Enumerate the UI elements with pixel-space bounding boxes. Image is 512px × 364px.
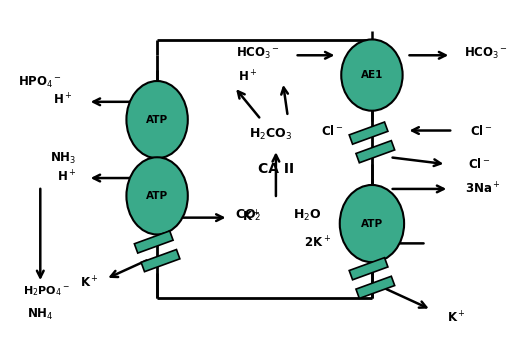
Ellipse shape [126,81,188,158]
Text: HCO$_3$$^-$: HCO$_3$$^-$ [464,46,508,61]
FancyBboxPatch shape [356,141,395,163]
Text: HCO$_3$$^-$: HCO$_3$$^-$ [236,46,280,61]
Text: Cl$^-$: Cl$^-$ [470,123,492,138]
Text: 3Na$^+$: 3Na$^+$ [465,181,501,197]
Text: H$_2$O: H$_2$O [293,208,322,223]
Text: H$^+$: H$^+$ [53,92,73,107]
Text: 2K$^+$: 2K$^+$ [304,236,331,251]
Ellipse shape [126,157,188,234]
Text: H$_2$CO$_3$: H$_2$CO$_3$ [249,127,293,142]
Text: H$_2$PO$_4$$^-$: H$_2$PO$_4$$^-$ [24,284,70,298]
Ellipse shape [340,185,404,262]
Text: ATP: ATP [146,115,168,124]
Ellipse shape [341,39,402,111]
Text: K$^+$: K$^+$ [242,209,261,224]
Text: Cl$^-$: Cl$^-$ [467,157,490,171]
Text: CO$_2$: CO$_2$ [235,208,262,223]
FancyBboxPatch shape [134,231,173,253]
FancyBboxPatch shape [141,249,180,272]
Text: NH$_3$: NH$_3$ [50,151,76,166]
FancyBboxPatch shape [349,258,388,280]
FancyBboxPatch shape [356,276,395,298]
Text: H$^+$: H$^+$ [57,169,77,185]
Text: Cl$^-$: Cl$^-$ [321,123,344,138]
Text: K$^+$: K$^+$ [80,275,99,290]
Text: ATP: ATP [146,191,168,201]
Text: HPO$_4$$^-$: HPO$_4$$^-$ [18,75,62,90]
Text: AE1: AE1 [361,70,383,80]
FancyBboxPatch shape [349,122,388,144]
Text: H$^+$: H$^+$ [239,70,258,85]
Text: NH$_4$: NH$_4$ [27,307,53,322]
Text: ATP: ATP [361,218,383,229]
Text: K$^+$: K$^+$ [446,310,465,325]
Text: CA II: CA II [258,162,294,176]
